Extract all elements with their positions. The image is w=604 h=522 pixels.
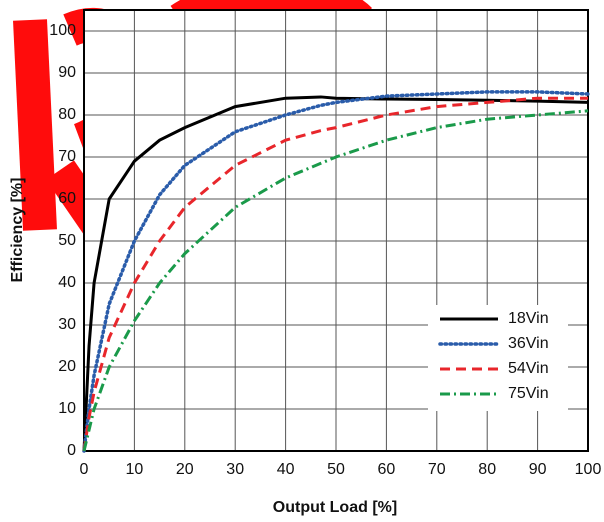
- y-tick-label: 40: [58, 274, 76, 291]
- legend-label: 18Vin: [508, 310, 549, 327]
- legend-label: 36Vin: [508, 335, 549, 352]
- watermark-stroke: [13, 19, 57, 231]
- y-tick-label: 90: [58, 64, 76, 81]
- x-tick-label: 30: [226, 461, 244, 478]
- y-tick-label: 10: [58, 400, 76, 417]
- x-tick-label: 20: [176, 461, 194, 478]
- plot-frame: [83, 9, 589, 452]
- y-tick-label: 60: [58, 190, 76, 207]
- legend-label: 54Vin: [508, 360, 549, 377]
- y-tick-label: 50: [58, 232, 76, 249]
- legend-box: [428, 305, 568, 411]
- x-tick-label: 90: [529, 461, 547, 478]
- series-line: [82, 109, 589, 452]
- y-tick-label: 70: [58, 148, 76, 165]
- x-tick-label: 60: [378, 461, 396, 478]
- series-line: [82, 90, 590, 453]
- y-tick-label: 0: [67, 442, 76, 459]
- y-tick-label: 20: [58, 358, 76, 375]
- x-tick-label: 80: [478, 461, 496, 478]
- x-axis-label: Output Load [%]: [273, 499, 397, 516]
- series-line: [82, 95, 589, 452]
- y-tick-label: 80: [58, 106, 76, 123]
- legend-label: 75Vin: [508, 385, 549, 402]
- x-tick-label: 10: [126, 461, 144, 478]
- x-tick-label: 70: [428, 461, 446, 478]
- x-tick-label: 0: [80, 461, 89, 478]
- y-tick-label: 100: [49, 22, 76, 39]
- legend: 18Vin 36Vin 54Vin 75Vin: [428, 305, 568, 411]
- y-axis-label: Efficiency [%]: [9, 178, 26, 283]
- x-tick-label: 100: [575, 461, 602, 478]
- x-tick-label: 50: [327, 461, 345, 478]
- series-line: [82, 96, 588, 452]
- y-tick-label: 30: [58, 316, 76, 333]
- x-tick-label: 40: [277, 461, 295, 478]
